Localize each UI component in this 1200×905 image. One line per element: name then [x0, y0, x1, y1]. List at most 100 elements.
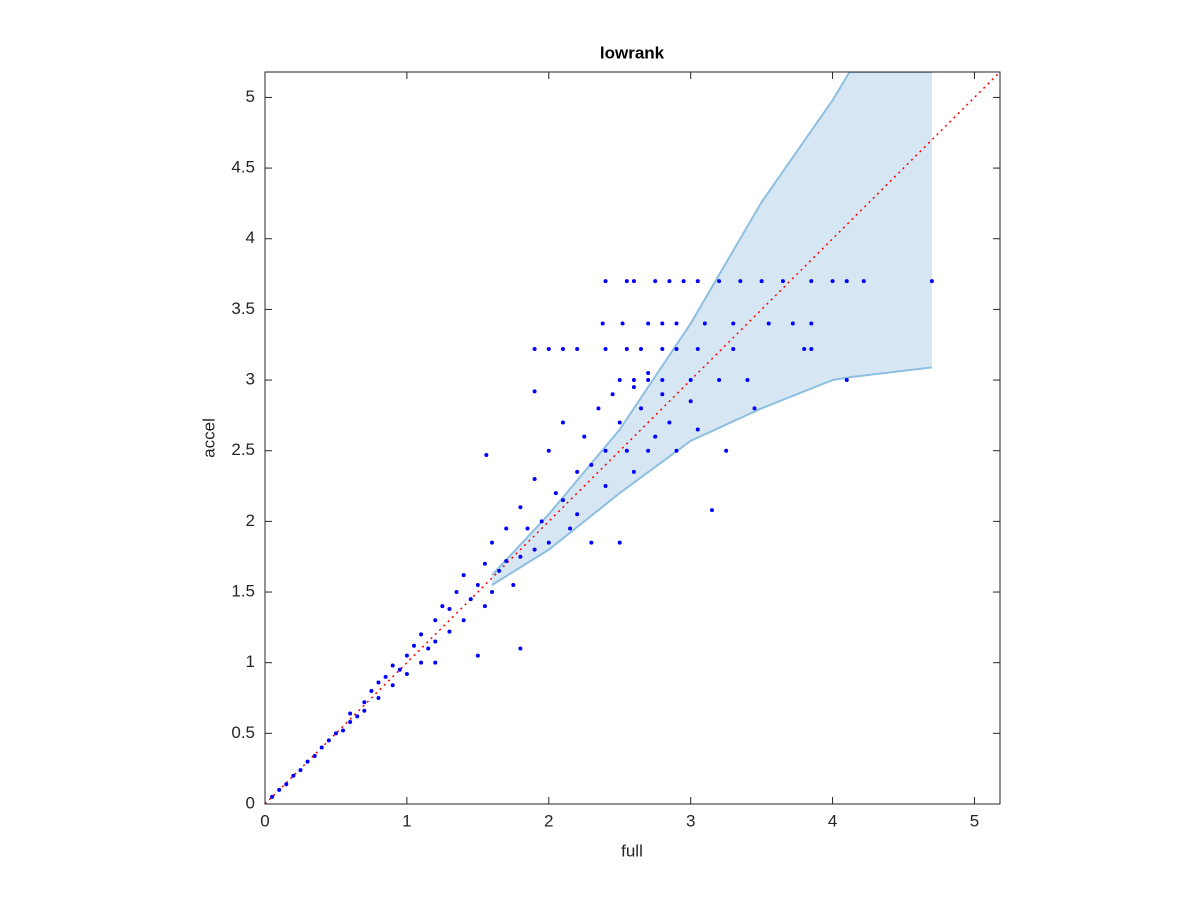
- scatter-point: [603, 279, 608, 284]
- scatter-point: [305, 759, 310, 764]
- scatter-point: [362, 708, 367, 713]
- scatter-point: [582, 434, 587, 439]
- scatter-point: [695, 346, 700, 351]
- scatter-point: [589, 462, 594, 467]
- scatter-point: [745, 378, 750, 383]
- scatter-point: [518, 554, 523, 559]
- scatter-point: [291, 773, 296, 778]
- x-tick-label: 1: [402, 811, 411, 830]
- scatter-point: [447, 606, 452, 611]
- scatter-point: [525, 526, 530, 531]
- scatter-point: [646, 370, 651, 375]
- scatter-point: [376, 696, 381, 701]
- y-tick-label: 4: [246, 228, 255, 247]
- x-axis-label: full: [621, 841, 643, 860]
- scatter-point: [532, 346, 537, 351]
- scatter-point: [646, 448, 651, 453]
- scatter-point: [553, 491, 558, 496]
- plot-area: [265, 72, 1000, 804]
- scatter-point: [312, 753, 317, 758]
- scatter-point: [475, 582, 480, 587]
- scatter-point: [603, 484, 608, 489]
- scatter-point: [532, 476, 537, 481]
- scatter-point: [631, 279, 636, 284]
- scatter-point: [929, 279, 934, 284]
- scatter-point: [490, 590, 495, 595]
- scatter-point: [383, 674, 388, 679]
- scatter-point: [617, 540, 622, 545]
- scatter-point: [620, 321, 625, 326]
- scatter-point: [348, 720, 353, 725]
- scatter-point: [631, 385, 636, 390]
- scatter-point: [624, 346, 629, 351]
- scatter-point: [688, 399, 693, 404]
- y-tick-label: 5: [246, 87, 255, 106]
- scatter-point: [532, 547, 537, 552]
- scatter-point: [717, 279, 722, 284]
- scatter-point: [639, 406, 644, 411]
- scatter-point: [759, 279, 764, 284]
- scatter-point: [341, 728, 346, 733]
- scatter-point: [404, 671, 409, 676]
- scatter-point: [560, 498, 565, 503]
- scatter-point: [284, 782, 289, 787]
- scatter-point: [844, 378, 849, 383]
- scatter-point: [653, 434, 658, 439]
- scatter-point: [646, 378, 651, 383]
- scatter-point: [546, 346, 551, 351]
- scatter-point: [830, 279, 835, 284]
- scatter-point: [660, 392, 665, 397]
- scatter-point: [369, 688, 374, 693]
- scatter-point: [600, 321, 605, 326]
- scatter-point: [433, 639, 438, 644]
- scatter-point: [355, 714, 360, 719]
- scatter-point: [624, 279, 629, 284]
- scatter-point: [809, 321, 814, 326]
- scatter-point: [731, 321, 736, 326]
- scatter-point: [731, 346, 736, 351]
- scatter-point: [440, 604, 445, 609]
- scatter-point: [575, 346, 580, 351]
- scatter-point: [575, 469, 580, 474]
- scatter-point: [653, 279, 658, 284]
- scatter-point: [504, 526, 509, 531]
- scatter-point: [397, 667, 402, 672]
- scatter-point: [667, 279, 672, 284]
- reference-line: [265, 72, 1000, 804]
- scatter-point: [631, 469, 636, 474]
- scatter-point: [646, 321, 651, 326]
- scatter-point: [447, 629, 452, 634]
- y-axis-label: accel: [199, 418, 218, 458]
- scatter-point: [277, 787, 282, 792]
- scatter-point: [419, 632, 424, 637]
- band-area: [492, 72, 932, 585]
- scatter-point: [539, 519, 544, 524]
- scatter-point: [411, 643, 416, 648]
- scatter-point: [497, 568, 502, 573]
- scatter-point: [504, 558, 509, 563]
- scatter-point: [667, 420, 672, 425]
- scatter-point: [766, 321, 771, 326]
- scatter-point: [560, 420, 565, 425]
- scatter-point: [546, 448, 551, 453]
- scatter-point: [560, 346, 565, 351]
- scatter-point: [426, 646, 431, 651]
- scatter-point: [660, 346, 665, 351]
- scatter-point: [603, 346, 608, 351]
- scatter-point: [333, 731, 338, 736]
- scatter-point: [511, 582, 516, 587]
- scatter-point: [390, 683, 395, 688]
- scatter-point: [575, 512, 580, 517]
- x-tick-label: 3: [686, 811, 695, 830]
- scatter-point: [639, 346, 644, 351]
- x-tick-label: 4: [828, 811, 837, 830]
- y-tick-label: 0: [246, 793, 255, 812]
- y-tick-label: 0.5: [231, 723, 255, 742]
- scatter-point: [660, 321, 665, 326]
- scatter-point: [461, 573, 466, 578]
- scatter-point: [376, 680, 381, 685]
- scatter-point: [861, 279, 866, 284]
- scatter-point: [603, 448, 608, 453]
- scatter-point: [695, 279, 700, 284]
